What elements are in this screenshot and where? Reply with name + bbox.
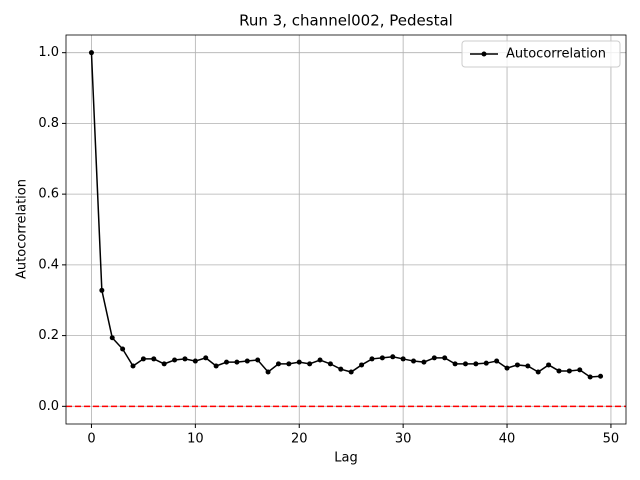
data-point [400, 356, 406, 362]
data-point [348, 369, 354, 375]
data-point [473, 361, 479, 367]
data-point [587, 374, 593, 380]
data-point [192, 358, 198, 364]
data-point [442, 355, 448, 361]
data-point [514, 362, 520, 368]
y-tick-label: 1.0 [38, 45, 59, 60]
y-tick-label: 0.6 [38, 187, 59, 202]
data-point [535, 369, 541, 375]
data-point [120, 346, 126, 352]
data-point [577, 367, 583, 373]
data-point [255, 357, 261, 363]
x-tick-label: 20 [291, 432, 308, 447]
data-point [234, 359, 240, 365]
y-tick-label: 0.4 [38, 257, 59, 272]
y-tick-label: 0.0 [38, 399, 59, 414]
data-point [546, 362, 552, 368]
data-point [296, 359, 302, 365]
data-point [504, 365, 510, 371]
data-point [494, 358, 500, 364]
data-point [140, 356, 146, 362]
data-point [566, 368, 572, 374]
data-point [369, 356, 375, 362]
data-point [161, 361, 167, 367]
data-point [390, 354, 396, 360]
data-point [317, 357, 323, 363]
data-point [327, 361, 333, 367]
data-point [182, 356, 188, 362]
data-point [224, 359, 230, 365]
data-point [151, 356, 157, 362]
legend: Autocorrelation [461, 40, 621, 68]
x-axis-label: Lag [334, 451, 357, 466]
y-tick-label: 0.8 [38, 116, 59, 131]
chart-title: Run 3, channel002, Pedestal [239, 12, 453, 30]
data-point [286, 361, 292, 367]
data-point [359, 362, 365, 368]
y-tick-label: 0.2 [38, 328, 59, 343]
data-point [244, 358, 250, 364]
data-point [598, 373, 604, 379]
data-point [379, 355, 385, 361]
data-point [99, 287, 105, 293]
x-tick-label: 0 [87, 432, 95, 447]
data-point [172, 357, 178, 363]
data-point [525, 363, 531, 369]
x-tick-label: 40 [499, 432, 516, 447]
plot-frame [65, 34, 627, 425]
data-point [462, 361, 468, 367]
data-point [338, 366, 344, 372]
x-tick-label: 10 [187, 432, 204, 447]
x-tick-label: 30 [395, 432, 412, 447]
legend-label: Autocorrelation [506, 47, 606, 62]
data-point [265, 369, 271, 375]
data-point [203, 355, 209, 361]
y-axis-label: Autocorrelation [15, 179, 30, 279]
data-point [431, 355, 437, 361]
data-point [307, 361, 313, 367]
data-line [90, 52, 601, 378]
data-point [130, 363, 136, 369]
data-point [88, 50, 94, 56]
legend-marker [481, 51, 487, 57]
data-point [556, 368, 562, 374]
data-point [109, 335, 115, 341]
data-point [411, 358, 417, 364]
legend-box [461, 40, 621, 68]
data-point [483, 360, 489, 366]
data-point [421, 359, 427, 365]
data-point [452, 361, 458, 367]
data-point [213, 363, 219, 369]
x-tick-label: 50 [603, 432, 620, 447]
data-point [275, 361, 281, 367]
